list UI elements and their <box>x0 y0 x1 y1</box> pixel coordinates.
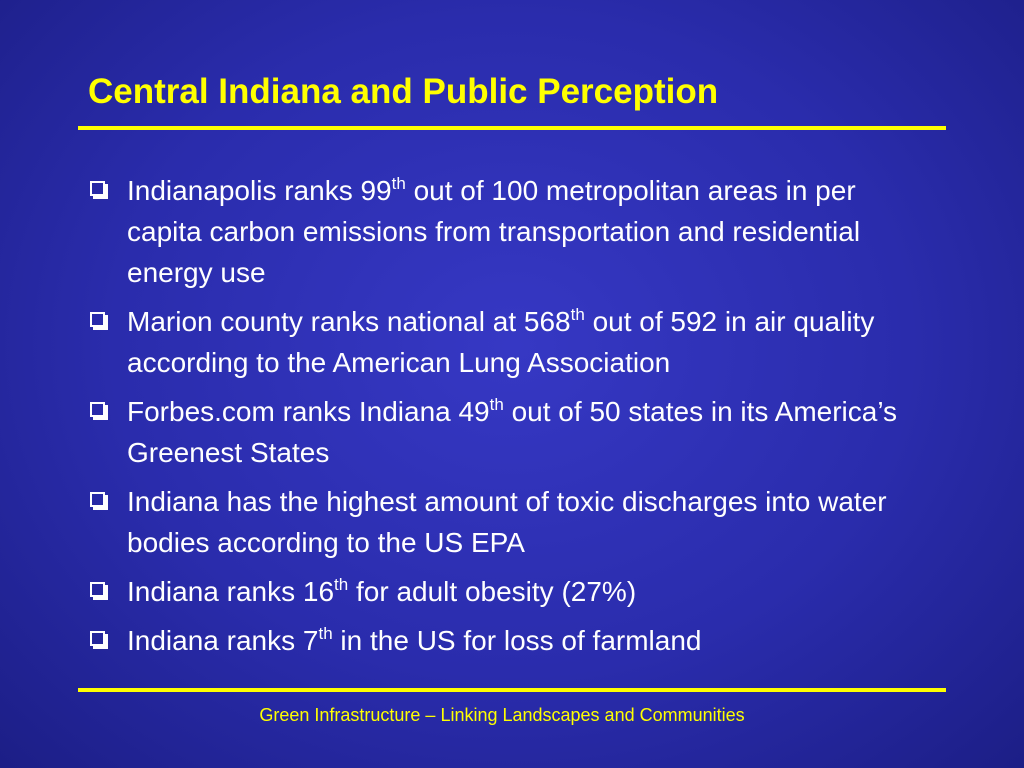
bullet-superscript: th <box>334 575 349 594</box>
bullet-text: Indiana ranks 7 <box>127 625 319 656</box>
bullet-box <box>90 181 105 196</box>
bullet-box <box>90 312 105 327</box>
footer-rule <box>78 688 946 692</box>
bullet-box <box>90 582 105 597</box>
bullet-superscript: th <box>318 624 333 643</box>
bullet-item: Indiana has the highest amount of toxic … <box>88 481 938 563</box>
bullet-text: Marion county ranks national at 568 <box>127 306 571 337</box>
bullet-text: Indiana ranks 16 <box>127 576 335 607</box>
bullet-box <box>90 492 105 507</box>
bullet-item: Indiana ranks 7th in the US for loss of … <box>88 620 938 661</box>
bullet-text-rest: out of 592 in air quality according to t… <box>127 306 875 378</box>
bullet-box <box>90 402 105 417</box>
bullet-text-rest: out of 50 states in its America’s Greene… <box>127 396 898 468</box>
bullet-text: Forbes.com ranks Indiana 49 <box>127 396 490 427</box>
bullet-superscript: th <box>489 395 504 414</box>
bullet-item: Forbes.com ranks Indiana 49th out of 50 … <box>88 391 938 473</box>
bullet-text: Indiana has the highest amount of toxic … <box>127 486 887 558</box>
bullet-item: Marion county ranks national at 568th ou… <box>88 301 938 383</box>
bullet-superscript: th <box>570 305 585 324</box>
title-rule <box>78 126 946 130</box>
bullet-item: Indiana ranks 16th for adult obesity (27… <box>88 571 938 612</box>
bullet-list: Indianapolis ranks 99th out of 100 metro… <box>88 170 938 669</box>
bullet-superscript: th <box>391 174 406 193</box>
bullet-text-rest: in the US for loss of farmland <box>332 625 702 656</box>
slide-title: Central Indiana and Public Perception <box>88 72 719 111</box>
bullet-text-rest: out of 100 metropolitan areas in per cap… <box>127 175 861 288</box>
bullet-text: Indianapolis ranks 99 <box>127 175 392 206</box>
bullet-item: Indianapolis ranks 99th out of 100 metro… <box>88 170 938 293</box>
bullet-box <box>90 631 105 646</box>
bullet-text-rest: for adult obesity (27%) <box>348 576 637 607</box>
footer: Green Infrastructure – Linking Landscape… <box>259 705 745 725</box>
